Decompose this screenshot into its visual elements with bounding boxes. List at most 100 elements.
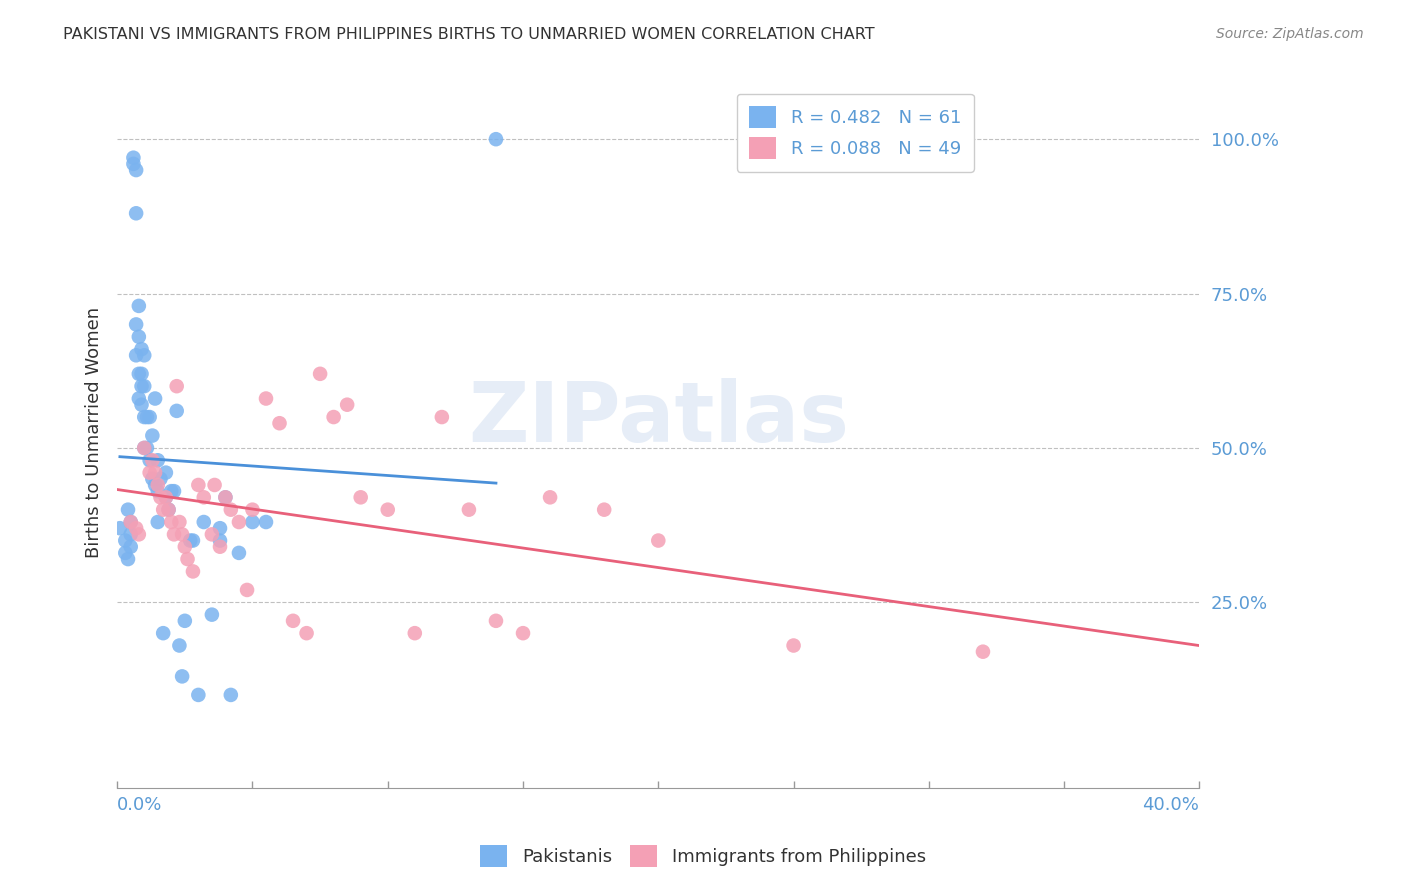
Point <box>242 502 264 516</box>
Point <box>254 392 277 406</box>
Text: Source: ZipAtlas.com: Source: ZipAtlas.com <box>1216 27 1364 41</box>
Point <box>228 546 250 560</box>
Point <box>128 527 150 541</box>
Point <box>485 132 508 146</box>
Point <box>125 163 148 178</box>
Point <box>157 502 180 516</box>
Point <box>146 453 169 467</box>
Point <box>169 515 191 529</box>
Point <box>125 206 148 220</box>
Point <box>166 379 188 393</box>
Point <box>155 491 177 505</box>
Point <box>134 441 156 455</box>
Point <box>163 527 186 541</box>
Point <box>122 151 145 165</box>
Point <box>152 626 174 640</box>
Point <box>128 330 150 344</box>
Point <box>404 626 426 640</box>
Point <box>141 428 163 442</box>
Point <box>336 398 359 412</box>
Point <box>131 379 153 393</box>
Point <box>972 645 994 659</box>
Point <box>149 472 172 486</box>
Point <box>120 515 142 529</box>
Point <box>138 453 160 467</box>
Point <box>214 491 236 505</box>
Point <box>458 502 481 516</box>
Point <box>125 318 148 332</box>
Point <box>134 410 156 425</box>
Point <box>647 533 669 548</box>
Point <box>134 348 156 362</box>
Text: 40.0%: 40.0% <box>1143 796 1199 814</box>
Point <box>155 491 177 505</box>
Point <box>485 614 508 628</box>
Point <box>134 379 156 393</box>
Point <box>157 502 180 516</box>
Point <box>138 466 160 480</box>
Point <box>128 367 150 381</box>
Point <box>117 552 139 566</box>
Point <box>160 484 183 499</box>
Point <box>163 484 186 499</box>
Point <box>187 688 209 702</box>
Point <box>179 533 201 548</box>
Point <box>350 491 373 505</box>
Point <box>193 491 215 505</box>
Point <box>309 367 332 381</box>
Point <box>201 527 224 541</box>
Y-axis label: Births to Unmarried Women: Births to Unmarried Women <box>86 307 103 558</box>
Point <box>146 515 169 529</box>
Point <box>242 515 264 529</box>
Point <box>141 472 163 486</box>
Point <box>122 157 145 171</box>
Point <box>377 502 399 516</box>
Point <box>214 491 236 505</box>
Point <box>131 342 153 356</box>
Point <box>228 515 250 529</box>
Point <box>160 515 183 529</box>
Point <box>128 392 150 406</box>
Point <box>269 416 291 430</box>
Point <box>166 404 188 418</box>
Point <box>236 582 259 597</box>
Point <box>782 639 804 653</box>
Point <box>108 521 131 535</box>
Point <box>152 502 174 516</box>
Point <box>134 441 156 455</box>
Point <box>187 478 209 492</box>
Point <box>254 515 277 529</box>
Point <box>120 515 142 529</box>
Point <box>136 441 159 455</box>
Point <box>281 614 304 628</box>
Point <box>155 466 177 480</box>
Point <box>430 410 453 425</box>
Point <box>204 478 226 492</box>
Point <box>176 552 198 566</box>
Point <box>208 540 231 554</box>
Point <box>146 484 169 499</box>
Point <box>114 533 136 548</box>
Point <box>136 410 159 425</box>
Point <box>141 453 163 467</box>
Text: ZIPatlas: ZIPatlas <box>468 378 849 458</box>
Point <box>172 669 194 683</box>
Point <box>295 626 318 640</box>
Point <box>117 502 139 516</box>
Point <box>169 639 191 653</box>
Point <box>120 540 142 554</box>
Point <box>114 546 136 560</box>
Point <box>193 515 215 529</box>
Point <box>219 502 242 516</box>
Point <box>208 521 231 535</box>
Point <box>512 626 534 640</box>
Point <box>120 527 142 541</box>
Point <box>593 502 616 516</box>
Point <box>181 533 204 548</box>
Point <box>143 466 166 480</box>
Point <box>172 527 194 541</box>
Point <box>208 533 231 548</box>
Point <box>201 607 224 622</box>
Point <box>143 478 166 492</box>
Point <box>125 348 148 362</box>
